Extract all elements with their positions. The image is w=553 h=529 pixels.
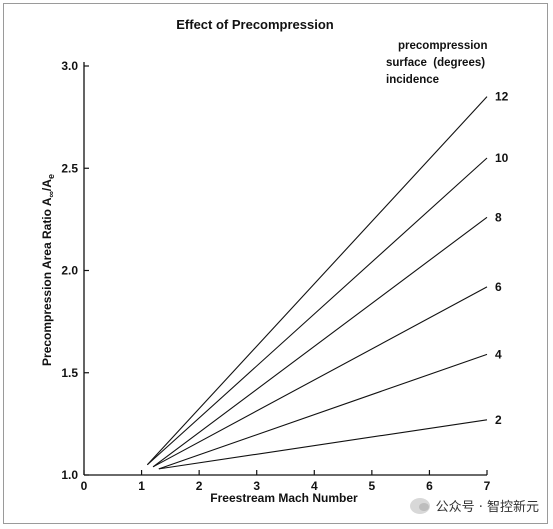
series-label-6: 6 xyxy=(495,280,502,294)
wechat-icon xyxy=(409,497,430,514)
tick-marks: 0 1 2 3 4 5 6 7 1.0 1.5 2.0 2.5 3.0 xyxy=(61,59,490,493)
legend-title-line-2: surface (degrees) xyxy=(386,57,485,69)
y-axis-label-main: Precompression Area Ratio A xyxy=(40,197,54,366)
y-axis-label-a: A xyxy=(40,179,54,188)
x-tick-label: 1 xyxy=(138,479,145,493)
x-axis-label: Freestream Mach Number xyxy=(210,491,358,505)
x-tick-label: 4 xyxy=(311,479,318,493)
watermark: 公众号 · 智控新元 xyxy=(409,496,539,515)
x-tick-label: 6 xyxy=(426,479,433,493)
y-axis-label: Precompression Area Ratio A∞/Ae xyxy=(40,174,56,366)
y-tick-label: 2.5 xyxy=(61,161,78,175)
x-tick-label: 0 xyxy=(81,479,88,493)
legend-title-line-1: precompression xyxy=(398,40,487,52)
series-label-12: 12 xyxy=(495,90,509,104)
x-tick-label: 7 xyxy=(484,479,491,493)
y-tick-label: 3.0 xyxy=(61,59,78,73)
figure-frame xyxy=(3,3,548,524)
y-tick-label: 1.0 xyxy=(61,468,78,482)
chart-title: Effect of Precompression xyxy=(176,17,334,32)
y-tick-label: 2.0 xyxy=(61,264,78,278)
series-label-8: 8 xyxy=(495,210,502,224)
series-label-4: 4 xyxy=(495,347,502,361)
y-axis-label-sub-2: e xyxy=(46,174,56,179)
x-tick-label: 5 xyxy=(369,479,376,493)
axes xyxy=(83,62,487,476)
y-axis-label-group: Precompression Area Ratio A∞/Ae xyxy=(40,174,56,366)
x-tick-label: 2 xyxy=(196,479,203,493)
series-lines: 12 10 8 6 4 2 xyxy=(146,90,509,470)
x-tick-label: 3 xyxy=(253,479,260,493)
series-line-4 xyxy=(158,353,488,470)
series-line-10 xyxy=(146,157,488,466)
series-line-2 xyxy=(158,419,488,470)
y-axis-label-slash: / xyxy=(40,187,54,191)
y-axis-label-sub-1: ∞ xyxy=(46,190,56,197)
series-line-12 xyxy=(146,96,488,466)
series-line-8 xyxy=(152,216,488,468)
watermark-text: 公众号 · 智控新元 xyxy=(435,500,539,515)
legend-title-line-3: incidence xyxy=(386,74,439,86)
series-line-6 xyxy=(152,286,488,468)
legend-title: precompression surface (degrees) inciden… xyxy=(386,40,487,86)
y-tick-label: 1.5 xyxy=(61,366,78,380)
series-label-2: 2 xyxy=(495,413,502,427)
series-label-10: 10 xyxy=(495,151,509,165)
